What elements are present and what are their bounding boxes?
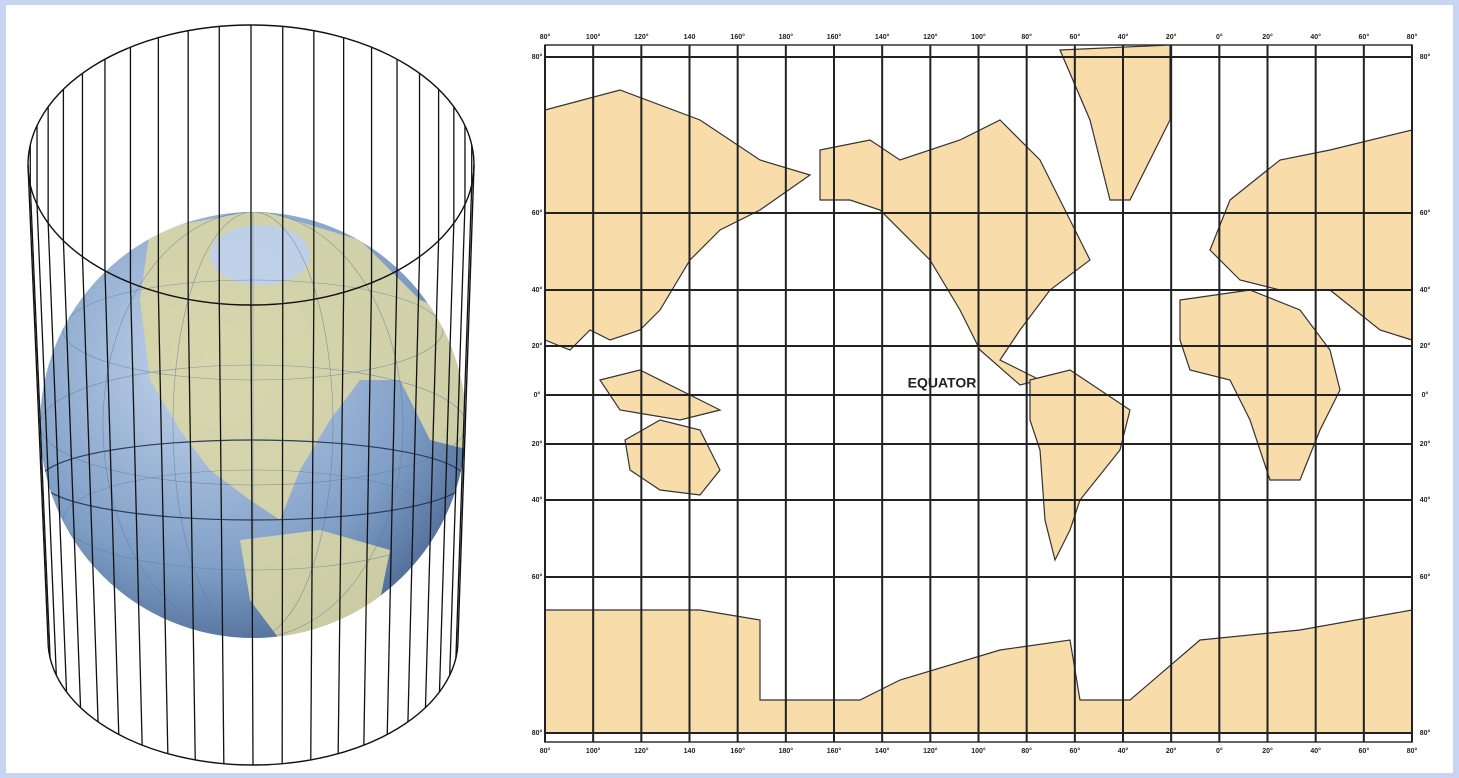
cylinder-line [281, 303, 284, 764]
longitude-label: 80° [540, 33, 551, 41]
longitude-label: 20° [1262, 747, 1273, 755]
longitude-label: 80° [1021, 33, 1032, 41]
cylinder-line [449, 204, 466, 676]
latitude-label: 40° [1420, 496, 1431, 504]
longitude-label: 80° [1407, 747, 1418, 755]
cylinder-line [104, 270, 120, 735]
longitude-label: 120° [923, 33, 938, 41]
latitude-label: 60° [532, 209, 543, 217]
longitude-label: 160° [827, 33, 842, 41]
cylinder-line [310, 299, 315, 760]
latitude-label: 60° [532, 573, 543, 581]
latitude-label: 80° [1420, 729, 1431, 737]
equator-label: EQUATOR [908, 375, 977, 391]
longitude-label: 180° [779, 33, 794, 41]
latitude-label: 0° [534, 391, 541, 399]
longitude-label: 0° [1216, 747, 1223, 755]
latitude-label: 80° [1420, 53, 1431, 61]
longitude-label: 60° [1070, 747, 1081, 755]
longitude-label: 100° [971, 33, 986, 41]
longitude-label: 60° [1359, 747, 1370, 755]
latitude-label: 60° [1420, 209, 1431, 217]
cylinder-line [36, 204, 57, 676]
longitude-label: 120° [634, 747, 649, 755]
longitude-label: 20° [1262, 33, 1273, 41]
longitude-label: 100° [971, 747, 986, 755]
cylinder-line [187, 299, 196, 760]
globe [40, 212, 466, 638]
longitude-label: 40° [1310, 747, 1321, 755]
longitude-label: 160° [730, 33, 745, 41]
latitude-label: 40° [532, 286, 543, 294]
mercator-map: 80° 80° 100° 100° 120° 120° 140 140 160° 160° 180°… [532, 33, 1431, 755]
latitude-label: 40° [1420, 286, 1431, 294]
cylinder-line [337, 292, 345, 754]
cylinder [27, 24, 475, 766]
latitude-label: 80° [532, 729, 543, 737]
cylinder-line [363, 282, 373, 746]
longitude-label: 80° [1407, 33, 1418, 41]
longitude-label: 80° [1021, 747, 1032, 755]
latitude-label: 20° [1420, 342, 1431, 350]
longitude-label: 0° [1216, 33, 1223, 41]
cylinder-line [29, 184, 51, 658]
cylinder-line [81, 256, 99, 722]
cylinder-line [129, 282, 143, 746]
longitude-label: 140° [875, 747, 890, 755]
latitude-label: 80° [532, 53, 543, 61]
longitude-label: 160° [827, 747, 842, 755]
latitude-label: 20° [1420, 440, 1431, 448]
longitude-label: 20° [1166, 747, 1177, 755]
latitude-label: 40° [532, 496, 543, 504]
cylinder-line [455, 184, 473, 658]
longitude-label: 140° [875, 33, 890, 41]
longitude-label: 80° [540, 747, 551, 755]
longitude-label: 40° [1118, 33, 1129, 41]
cylinder-line [218, 303, 225, 764]
cylinder-line [250, 304, 254, 766]
latitude-label: 20° [532, 440, 543, 448]
longitude-label: 40° [1118, 747, 1129, 755]
longitude-label: 140 [684, 34, 696, 41]
latitude-label: 20° [532, 342, 543, 350]
cylinder-line [407, 256, 421, 722]
longitude-label: 160° [730, 747, 745, 755]
latitude-label: 60° [1420, 573, 1431, 581]
latitude-label: 0° [1422, 391, 1429, 399]
cylinder-line [424, 240, 440, 708]
longitude-label: 100° [586, 33, 601, 41]
longitude-label: 180° [779, 747, 794, 755]
cylinder-line [157, 292, 169, 754]
cylinder-line [47, 223, 68, 692]
longitude-label: 60° [1359, 33, 1370, 41]
longitude-label: 140 [684, 748, 696, 755]
longitude-label: 20° [1166, 33, 1177, 41]
longitude-label: 100° [586, 747, 601, 755]
longitude-label: 60° [1070, 33, 1081, 41]
cylinder-line [438, 223, 455, 692]
cylinder-line [386, 270, 398, 735]
longitude-label: 40° [1310, 33, 1321, 41]
cylinder-line [62, 240, 82, 708]
longitude-label: 120° [634, 33, 649, 41]
longitude-label: 120° [923, 747, 938, 755]
